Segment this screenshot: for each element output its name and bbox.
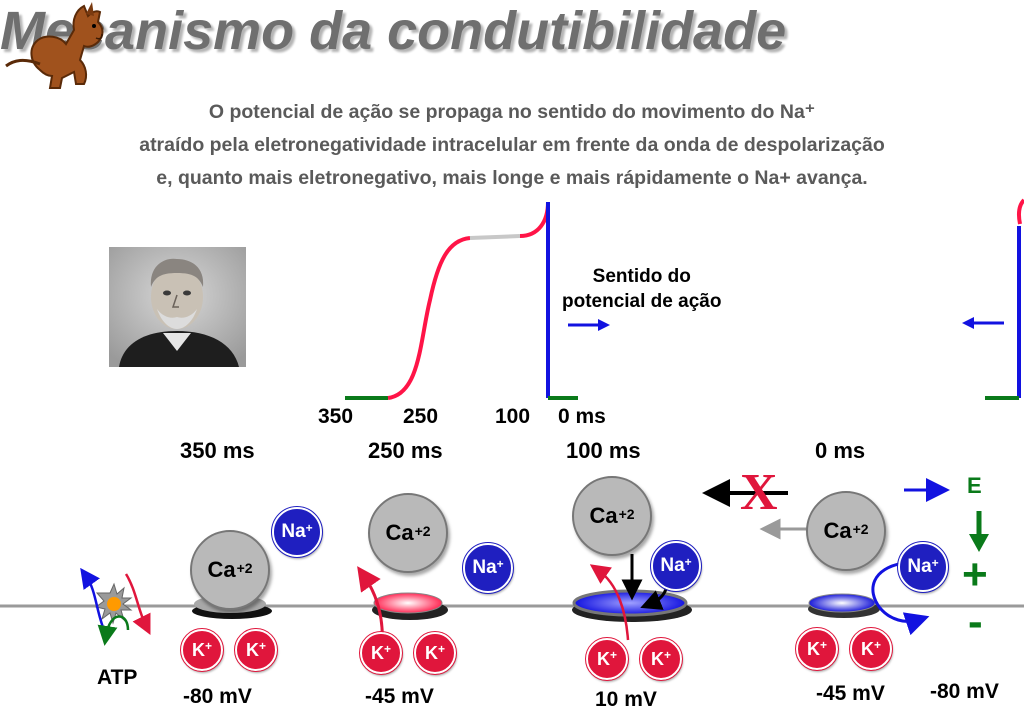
voltage-label-next: -80 mV — [930, 680, 999, 703]
plateau-segment — [469, 234, 521, 240]
axis-tick-100: 100 — [495, 405, 531, 428]
k-ion-0-b: K + — [849, 627, 893, 671]
arrow-left-icon — [962, 317, 1004, 329]
ca-charge: +2 — [414, 523, 431, 539]
k-ion-250-b: K + — [413, 631, 457, 675]
k-efflux-arrow-100 — [589, 564, 630, 641]
na-charge: + — [931, 556, 939, 570]
ca-label: Ca — [589, 503, 618, 528]
channel-resting-0 — [808, 593, 880, 618]
k-label: K — [596, 648, 610, 669]
direction-label-line-1: Sentido do — [592, 266, 691, 287]
field-label-plus: + — [962, 550, 988, 599]
ca-label: Ca — [385, 520, 414, 545]
k-label: K — [806, 638, 820, 659]
k-ion-100-a: K + — [585, 637, 629, 681]
na-entry-arrow-0 — [871, 561, 930, 636]
k-label: K — [370, 642, 384, 663]
donkey-logo — [5, 2, 104, 89]
na-label: Na — [907, 556, 932, 577]
ca-ion-0: Ca +2 — [806, 491, 886, 571]
na-ion-350: Na + — [271, 506, 323, 558]
page-title: Mecanismo da condutibilidade — [0, 1, 787, 61]
k-charge: + — [873, 638, 881, 652]
k-ion-100-b: K + — [639, 637, 683, 681]
k-ion-250-a: K + — [359, 631, 403, 675]
na-charge: + — [305, 521, 313, 535]
repolarization-curve — [519, 201, 550, 238]
k-label: K — [245, 639, 259, 660]
x-mark: X — [740, 464, 778, 521]
voltage-label-350: -80 mV — [183, 685, 252, 708]
na-ion-100: Na + — [650, 540, 702, 592]
k-charge: + — [663, 648, 671, 662]
voltage-label-250: -45 mV — [365, 685, 434, 708]
voltage-label-0: -45 mV — [816, 682, 885, 705]
ca-charge: +2 — [236, 560, 253, 576]
k-charge: + — [609, 648, 617, 662]
na-ion-250: Na + — [462, 542, 514, 594]
atp-label: ATP — [97, 666, 138, 689]
action-potential-trace — [345, 198, 1024, 400]
na-label: Na — [660, 555, 685, 576]
k-charge: + — [437, 642, 445, 656]
na-charge: + — [684, 555, 692, 569]
depolarization-curve — [387, 236, 471, 400]
ca-ion-350: Ca +2 — [190, 530, 270, 610]
arrow-right-icon — [568, 319, 610, 331]
field-label-minus: - — [968, 597, 983, 646]
membrane-diagram — [0, 478, 1024, 649]
k-charge: + — [204, 639, 212, 653]
direction-label-line-2: potencial de ação — [562, 291, 722, 312]
time-label-0: 0 ms — [815, 438, 866, 463]
channel-open-100 — [572, 589, 692, 622]
subtitle-line-2: atraído pela eletronegatividade intracel… — [139, 134, 885, 156]
subtitle-line-1: O potencial de ação se propaga no sentid… — [208, 101, 816, 123]
portrait-photo — [109, 247, 246, 367]
axis-tick-0: 0 ms — [558, 405, 606, 428]
ca-ion-250: Ca +2 — [368, 493, 448, 573]
atp-pump-icon — [80, 567, 151, 646]
axis-tick-350: 350 — [318, 405, 354, 428]
na-ion-0: Na + — [897, 541, 949, 593]
ca-label: Ca — [823, 518, 852, 543]
k-ion-350-b: K + — [234, 628, 278, 672]
time-label-250: 250 ms — [368, 438, 443, 463]
na-charge: + — [496, 557, 504, 571]
ca-charge: +2 — [852, 521, 869, 537]
time-label-100: 100 ms — [566, 438, 641, 463]
k-label: K — [650, 648, 664, 669]
k-ion-350-a: K + — [180, 628, 224, 672]
axis-tick-250: 250 — [403, 405, 439, 428]
ca-label: Ca — [207, 557, 236, 582]
field-arrow-down — [969, 511, 989, 552]
na-label: Na — [281, 521, 306, 542]
k-label: K — [860, 638, 874, 659]
k-label: K — [191, 639, 205, 660]
k-charge: + — [258, 639, 266, 653]
k-label: K — [424, 642, 438, 663]
na-label: Na — [472, 557, 497, 578]
ca-charge: +2 — [618, 506, 635, 522]
ca-ion-100: Ca +2 — [572, 476, 652, 556]
k-charge: + — [383, 642, 391, 656]
time-label-350: 350 ms — [180, 438, 255, 463]
k-ion-0-a: K + — [795, 627, 839, 671]
voltage-label-100: 10 mV — [595, 688, 657, 711]
field-label-e: E — [967, 473, 982, 498]
next-repolarization-curve — [1017, 198, 1024, 225]
subtitle-line-3: e, quanto mais eletronegativo, mais long… — [156, 167, 868, 189]
channel-opening-250 — [372, 592, 448, 620]
k-charge: + — [819, 638, 827, 652]
